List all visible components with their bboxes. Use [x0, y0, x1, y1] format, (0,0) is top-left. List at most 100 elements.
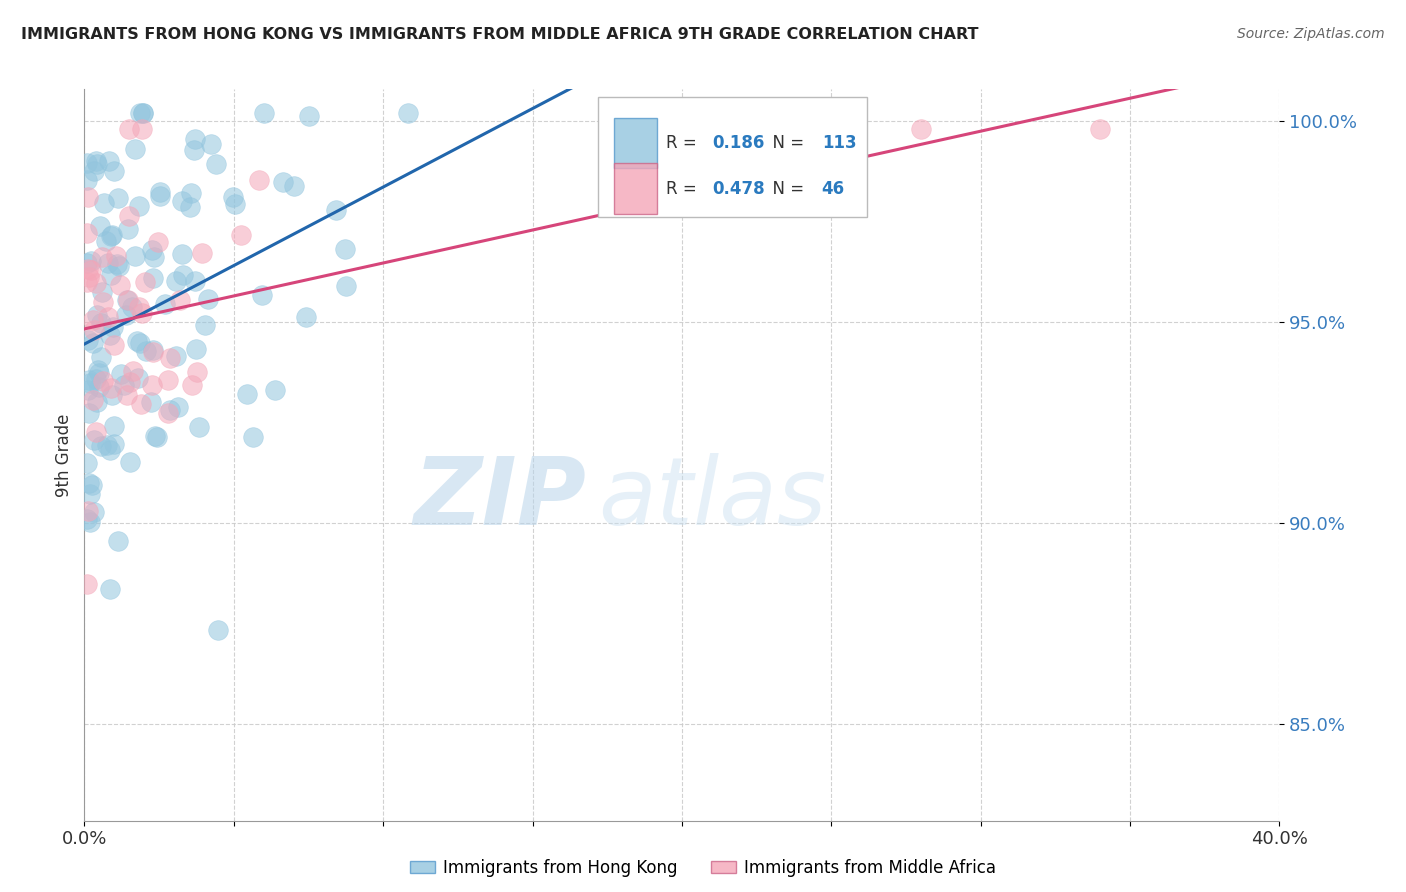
- Point: [108, 260, 131, 274]
- Point: [396, 106, 419, 120]
- Point: [142, 271, 165, 285]
- Point: [325, 203, 347, 218]
- Point: [183, 144, 205, 158]
- Point: [131, 306, 153, 320]
- Point: [120, 375, 142, 389]
- Point: [83, 433, 105, 447]
- Point: [188, 420, 211, 434]
- Point: [253, 106, 276, 120]
- Point: [89, 219, 111, 234]
- Point: [200, 136, 222, 151]
- Point: [77, 373, 100, 387]
- Point: [183, 274, 205, 288]
- Point: [135, 343, 157, 358]
- Point: [156, 373, 179, 387]
- Point: [76, 456, 98, 470]
- Point: [141, 244, 163, 258]
- Point: [84, 372, 107, 386]
- Point: [170, 194, 193, 208]
- Point: [79, 376, 101, 391]
- Point: [91, 295, 114, 310]
- Text: 46: 46: [821, 179, 845, 198]
- Point: [271, 175, 294, 189]
- Point: [84, 425, 107, 440]
- Point: [83, 323, 105, 337]
- Point: [86, 157, 108, 171]
- Point: [169, 293, 191, 307]
- Point: [283, 178, 305, 193]
- Point: [131, 122, 153, 136]
- Point: [82, 392, 104, 407]
- Point: [170, 247, 193, 261]
- Text: R =: R =: [666, 135, 703, 153]
- Point: [77, 504, 100, 518]
- Point: [117, 222, 139, 236]
- Point: [129, 336, 152, 351]
- Point: [83, 505, 105, 519]
- FancyBboxPatch shape: [614, 118, 657, 169]
- Point: [156, 406, 179, 420]
- Point: [76, 576, 98, 591]
- FancyBboxPatch shape: [614, 163, 657, 214]
- Point: [295, 310, 318, 324]
- Point: [100, 268, 122, 283]
- Point: [141, 394, 163, 409]
- Text: atlas: atlas: [599, 453, 827, 544]
- Point: [1090, 122, 1112, 136]
- Point: [77, 270, 100, 285]
- Point: [98, 443, 121, 458]
- Y-axis label: 9th Grade: 9th Grade: [55, 413, 73, 497]
- Point: [236, 387, 259, 401]
- Point: [101, 227, 124, 242]
- Point: [96, 438, 118, 452]
- Point: [124, 142, 146, 156]
- Point: [149, 185, 172, 199]
- Point: [298, 109, 321, 123]
- Point: [76, 226, 98, 240]
- Point: [205, 156, 228, 170]
- Point: [124, 249, 146, 263]
- Point: [83, 164, 105, 178]
- Point: [184, 132, 207, 146]
- Point: [79, 515, 101, 529]
- Point: [180, 378, 202, 392]
- Point: [93, 374, 115, 388]
- Text: 0.186: 0.186: [711, 135, 765, 153]
- Point: [134, 275, 156, 289]
- Point: [100, 381, 122, 395]
- Point: [242, 430, 264, 444]
- Point: [90, 316, 112, 330]
- Point: [86, 395, 108, 409]
- Point: [80, 263, 103, 277]
- Text: 0.478: 0.478: [711, 179, 765, 198]
- Point: [252, 288, 274, 302]
- Point: [77, 190, 100, 204]
- Point: [172, 268, 194, 282]
- Point: [910, 122, 932, 136]
- Point: [91, 250, 114, 264]
- Point: [89, 380, 111, 394]
- Point: [142, 345, 165, 359]
- Point: [82, 336, 104, 351]
- Point: [146, 235, 169, 249]
- Point: [76, 173, 98, 187]
- Point: [149, 189, 172, 203]
- Point: [159, 402, 181, 417]
- Legend: Immigrants from Hong Kong, Immigrants from Middle Africa: Immigrants from Hong Kong, Immigrants fr…: [404, 853, 1002, 884]
- Point: [77, 334, 100, 348]
- Point: [79, 406, 101, 420]
- Point: [143, 250, 166, 264]
- Point: [127, 334, 149, 348]
- Point: [128, 199, 150, 213]
- Point: [97, 256, 120, 270]
- Text: 113: 113: [821, 135, 856, 153]
- Point: [118, 454, 141, 468]
- Point: [97, 310, 120, 325]
- Point: [186, 366, 208, 380]
- Point: [222, 190, 245, 204]
- Point: [247, 173, 270, 187]
- Point: [90, 350, 112, 364]
- Point: [184, 342, 207, 356]
- Point: [103, 419, 125, 434]
- Point: [76, 156, 98, 170]
